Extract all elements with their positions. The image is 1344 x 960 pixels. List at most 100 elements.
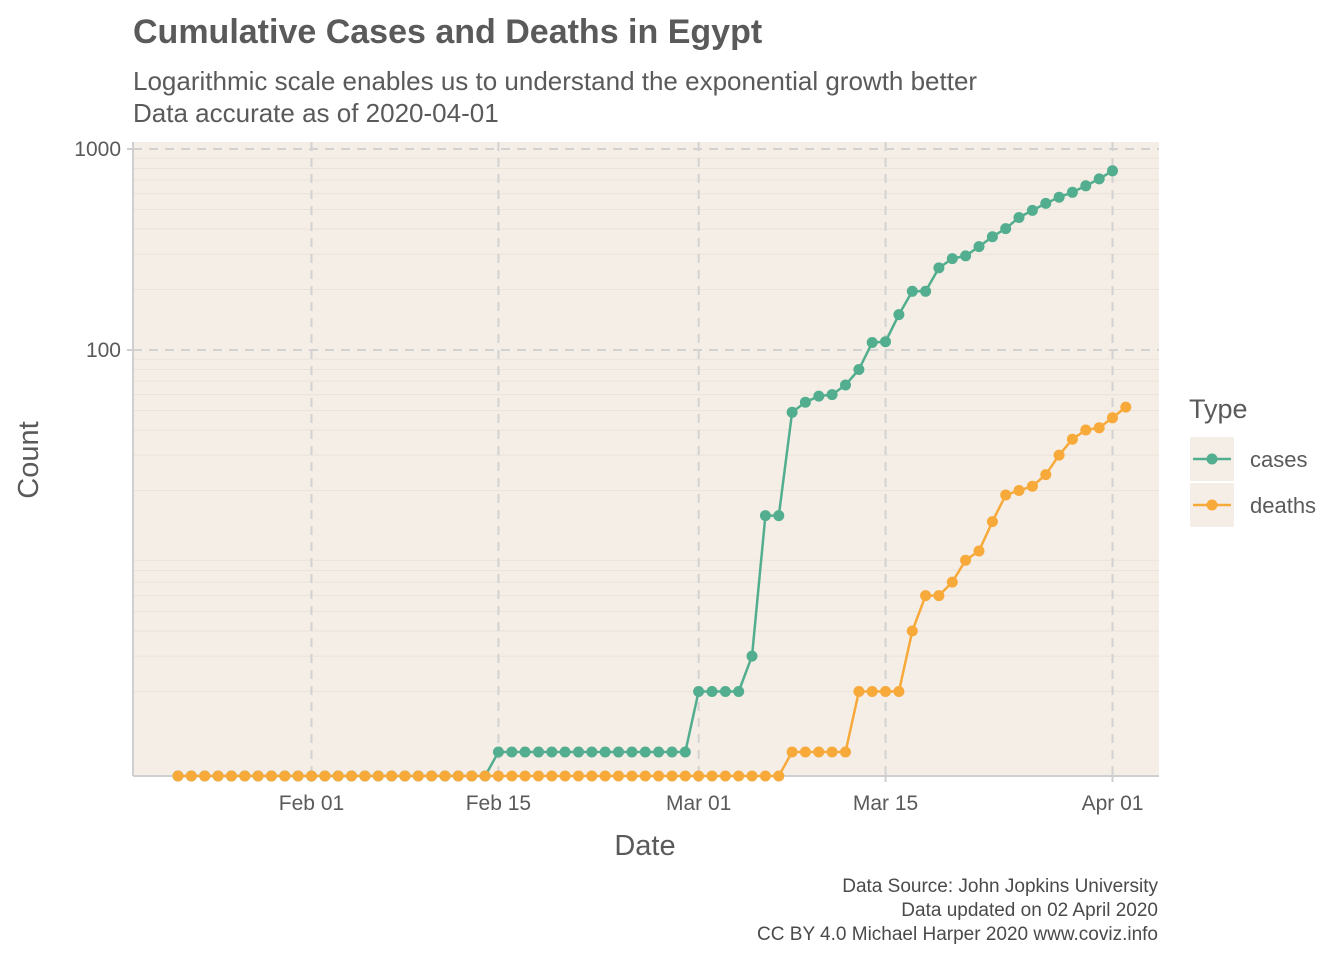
data-point-cases [866,337,878,348]
data-point-deaths [546,770,558,782]
data-point-cases [986,231,998,243]
data-point-deaths [492,770,504,782]
data-point-deaths [920,590,932,602]
data-point-deaths [613,770,624,782]
data-point-deaths [225,770,237,782]
data-point-cases [1040,197,1052,209]
data-point-deaths [292,770,304,782]
data-point-deaths [426,770,438,782]
data-point-deaths [1093,422,1105,434]
data-point-deaths [399,770,411,782]
data-point-deaths [586,770,598,782]
data-point-deaths [172,770,184,782]
plot-panel [133,142,1159,776]
legend-title: Type [1189,394,1248,424]
data-point-cases [786,406,798,418]
data-point-cases [853,364,865,375]
data-point-cases [893,309,905,321]
data-point-deaths [212,770,224,782]
data-point-deaths [599,770,611,782]
data-point-deaths [239,770,251,782]
data-point-deaths [759,770,771,782]
data-point-deaths [679,770,691,782]
data-point-cases [653,746,665,758]
data-point-deaths [466,770,478,782]
data-point-deaths [866,686,878,697]
y-axis-ticks: 100 1000 [74,138,133,362]
data-point-cases [946,253,958,265]
data-point-cases [906,285,918,297]
data-point-cases [626,746,638,758]
data-point-deaths [986,516,998,528]
data-point-cases [733,686,745,697]
x-axis-title: Date [614,830,675,862]
data-point-cases [573,746,584,758]
caption-line-2: Data updated on 02 April 2020 [901,900,1158,921]
data-point-deaths [799,746,811,758]
chart-subtitle-line-1: Logarithmic scale enables us to understa… [133,66,977,96]
y-axis-title: Count [13,421,45,498]
data-point-deaths [573,770,584,782]
data-point-deaths [840,746,851,758]
data-point-deaths [412,770,424,782]
data-point-cases [1053,191,1065,203]
data-point-cases [933,262,945,274]
data-point-deaths [265,770,277,782]
data-point-deaths [666,770,678,782]
data-point-cases [639,746,651,758]
data-point-cases [880,336,891,348]
data-point-deaths [319,770,331,782]
data-point-cases [746,650,758,662]
data-point-deaths [533,770,544,782]
data-point-deaths [706,770,718,782]
data-point-cases [586,746,598,758]
data-point-deaths [880,686,891,697]
data-point-deaths [559,770,571,782]
data-point-deaths [386,770,398,782]
data-point-cases [506,746,518,758]
data-point-deaths [626,770,638,782]
series-deaths [172,401,1132,782]
data-point-cases [1080,180,1092,192]
data-point-deaths [1040,469,1052,481]
x-tick-label: Mar 01 [666,792,731,815]
data-point-deaths [960,554,972,566]
data-point-deaths [893,686,905,697]
data-point-deaths [946,576,958,588]
data-point-deaths [306,770,317,782]
data-point-deaths [813,746,825,758]
data-point-deaths [1053,449,1065,461]
data-point-deaths [1080,424,1092,436]
data-point-deaths [252,770,264,782]
data-point-cases [840,379,851,391]
data-point-cases [1000,223,1012,235]
chart-title: Cumulative Cases and Deaths in Egypt [133,13,762,51]
data-point-deaths [639,770,651,782]
data-point-deaths [906,625,918,637]
x-tick-label: Mar 15 [853,792,918,815]
data-point-cases [1093,173,1105,185]
caption-line-1: Data Source: John Jopkins University [842,876,1158,897]
data-point-cases [719,686,731,697]
data-point-deaths [332,770,344,782]
data-point-deaths [479,770,491,782]
data-point-cases [533,746,544,758]
data-point-cases [813,390,825,402]
data-point-cases [960,250,972,262]
data-point-deaths [719,770,731,782]
data-point-cases [613,746,624,758]
data-point-deaths [1107,412,1118,424]
minor-gridlines [133,157,1159,692]
data-point-deaths [279,770,291,782]
legend: Type cases deaths [1189,394,1316,527]
data-point-cases [799,396,811,408]
data-point-deaths [853,686,865,697]
data-point-deaths [185,770,197,782]
legend-label-deaths: deaths [1250,493,1316,518]
data-point-cases [1107,165,1118,177]
data-point-deaths [693,770,705,782]
data-point-cases [559,746,571,758]
data-point-deaths [826,746,838,758]
data-point-deaths [452,770,464,782]
